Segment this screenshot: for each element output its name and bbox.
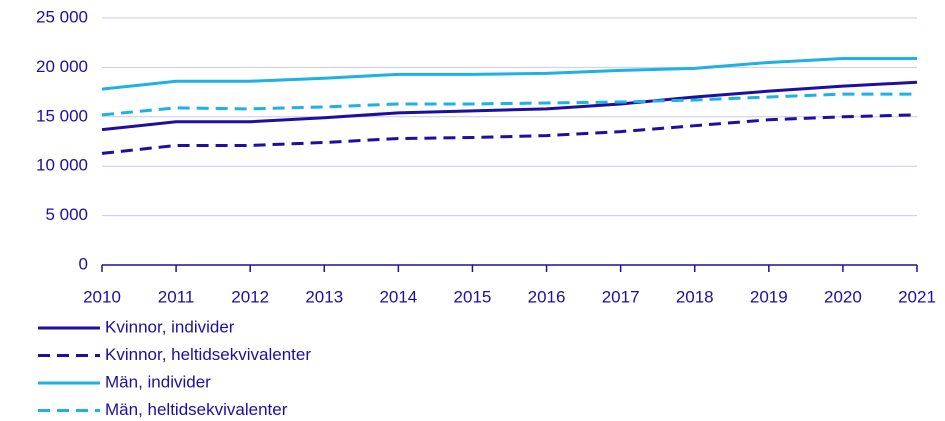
x-tick-label: 2011 bbox=[158, 287, 195, 306]
legend-label: Kvinnor, heltidsekvivalenter bbox=[105, 345, 311, 364]
x-tick-label: 2015 bbox=[454, 287, 492, 306]
legend-label: Kvinnor, individer bbox=[105, 317, 235, 336]
x-tick-label: 2013 bbox=[305, 287, 343, 306]
series-line bbox=[101, 113, 918, 155]
series-line bbox=[101, 92, 917, 117]
series-line bbox=[101, 80, 918, 132]
y-tick-label: 15 000 bbox=[36, 106, 88, 125]
y-tick-label: 20 000 bbox=[36, 57, 88, 76]
legend-label: Män, heltidsekvivalenter bbox=[105, 400, 288, 419]
x-tick-label: 2017 bbox=[602, 287, 640, 306]
x-tick-label: 2010 bbox=[83, 287, 121, 306]
y-tick-label: 5 000 bbox=[45, 205, 88, 224]
legend-label: Män, individer bbox=[105, 372, 211, 391]
x-tick-label: 2019 bbox=[750, 287, 788, 306]
x-tick-label: 2016 bbox=[528, 287, 566, 306]
x-tick-label: 2021 bbox=[898, 287, 936, 306]
x-tick-label: 2012 bbox=[231, 287, 269, 306]
x-tick-label: 2014 bbox=[379, 287, 417, 306]
x-tick-label: 2018 bbox=[676, 287, 714, 306]
y-tick-label: 10 000 bbox=[36, 156, 88, 175]
series-line bbox=[101, 57, 917, 91]
y-tick-label: 0 bbox=[79, 254, 88, 273]
y-tick-label: 25 000 bbox=[36, 7, 88, 26]
x-tick-label: 2020 bbox=[824, 287, 862, 306]
